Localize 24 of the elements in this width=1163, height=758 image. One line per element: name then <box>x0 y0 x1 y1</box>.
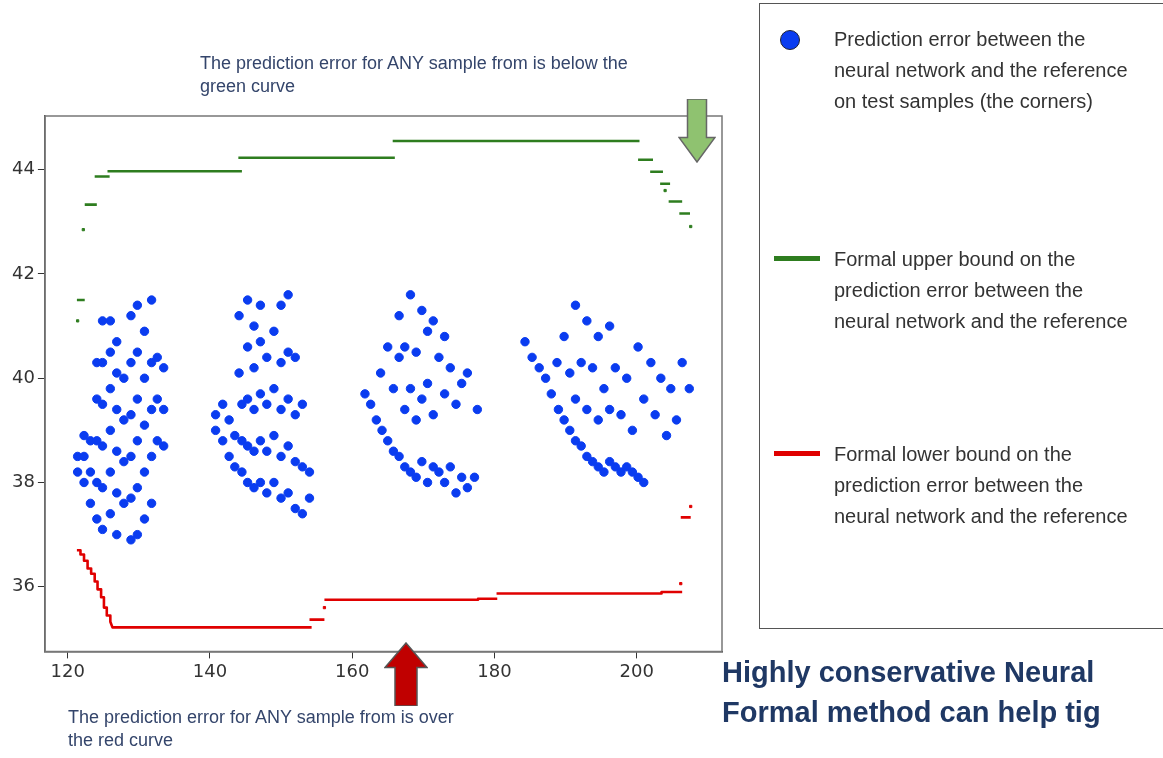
x-tick-label: 140 <box>192 659 228 681</box>
point <box>75 319 80 323</box>
text: Highly conservative Neural <box>722 655 1095 690</box>
y-tick-label: 44 <box>12 157 35 179</box>
y-tick-label: 36 <box>12 574 35 596</box>
point <box>322 605 327 610</box>
y-tick-label: 38 <box>12 470 35 492</box>
legend-label: Prediction error between the neural network and the reference on test samples (the corners) <box>834 27 1129 114</box>
y-tick-label: 42 <box>12 261 35 283</box>
point <box>689 224 693 229</box>
text: The prediction error for ANY sample from is over the red curve <box>68 706 455 752</box>
point <box>689 504 693 509</box>
point <box>679 582 683 586</box>
text: Formal method can help tig <box>722 695 1101 730</box>
legend-label: Formal upper bound on the prediction error between the neural network and the reference <box>834 247 1129 334</box>
legend-label: Formal lower bound on the prediction error between the neural network and the reference <box>834 442 1129 529</box>
y-tick-label: 40 <box>12 365 35 387</box>
x-tick-label: 160 <box>334 659 370 681</box>
x-tick-label: 120 <box>50 659 85 681</box>
x-tick-label: 180 <box>477 659 512 681</box>
point <box>663 188 667 193</box>
text: The prediction error for ANY sample from is below the green curve <box>200 52 629 98</box>
x-tick-label: 200 <box>619 659 654 681</box>
point <box>81 228 85 232</box>
